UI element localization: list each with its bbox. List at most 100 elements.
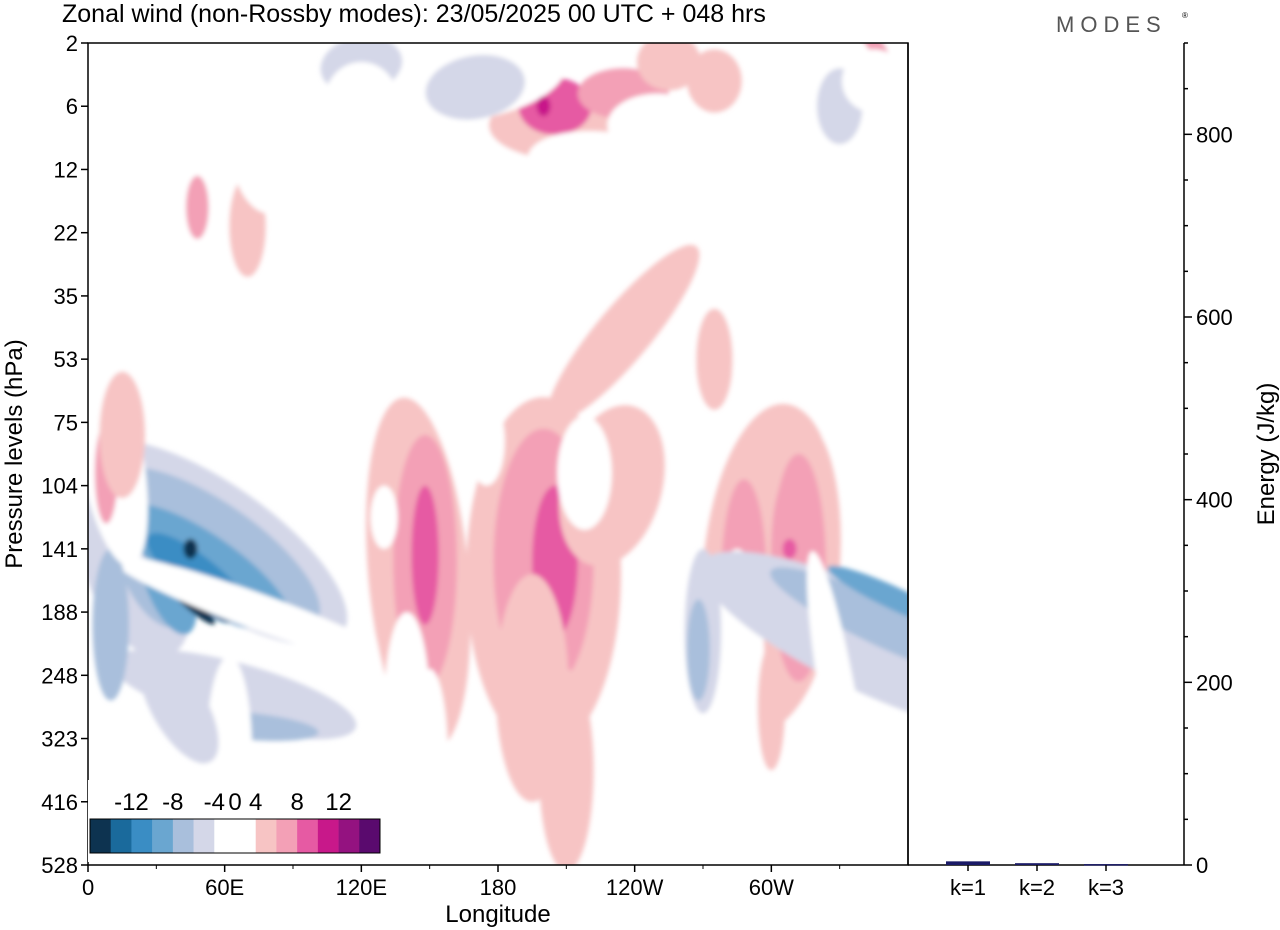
- negative-wind-contour: [110, 555, 408, 669]
- colorbar-cell: [317, 819, 339, 853]
- y-tick-label: 35: [54, 284, 78, 309]
- colorbar-cell: [172, 819, 194, 853]
- colorbar-label: 4: [249, 789, 262, 816]
- positive-wind-contour: [636, 43, 701, 91]
- contour-field: [88, 43, 908, 865]
- feature-core: [536, 538, 551, 559]
- positive-wind-contour: [547, 244, 700, 423]
- y-tick-label: 53: [54, 347, 78, 372]
- negative-wind-contour: [425, 54, 525, 120]
- negative-wind-contour: [229, 61, 312, 214]
- colorbar-cell: [338, 819, 360, 853]
- negative-wind-contour: [703, 137, 795, 240]
- positive-wind-contour: [334, 137, 389, 214]
- colorbar-cell: [110, 819, 132, 853]
- negative-wind-contour: [429, 207, 476, 309]
- positive-wind-contour: [527, 131, 674, 196]
- y-tick-label: 248: [41, 663, 78, 688]
- x-tick-label: 0: [82, 875, 94, 900]
- positive-wind-contour: [539, 669, 594, 865]
- colorbar-label: -4: [204, 789, 225, 816]
- feature-core: [782, 538, 797, 559]
- colorbar-label: 12: [325, 789, 352, 816]
- negative-wind-contour: [370, 485, 398, 549]
- colorbar-label: -12: [114, 789, 149, 816]
- y-tick-label: 2: [66, 31, 78, 56]
- y-tick-label: 104: [41, 474, 78, 499]
- feature-core: [418, 538, 433, 559]
- y-tick-label: 416: [41, 790, 78, 815]
- x-tick-label: 180: [480, 875, 517, 900]
- positive-wind-contour: [138, 220, 175, 296]
- energy-tick-label: 400: [1196, 488, 1233, 513]
- feature-core: [536, 96, 551, 117]
- energy-bar: [1015, 863, 1059, 865]
- colorbar-cell: [359, 819, 381, 853]
- colorbar-label: -8: [162, 789, 183, 816]
- y-tick-label: 22: [54, 221, 78, 246]
- positive-wind-contour: [696, 308, 733, 410]
- energy-tick-label: 0: [1196, 853, 1208, 878]
- colorbar-cell: [214, 819, 236, 853]
- positive-wind-contour: [687, 49, 742, 113]
- y-tick-label: 528: [41, 853, 78, 878]
- energy-bar: [946, 861, 990, 865]
- colorbar-cell: [276, 819, 298, 853]
- colorbar-cell: [193, 819, 215, 853]
- colorbar-label: 0: [228, 789, 241, 816]
- colorbar-label: 8: [290, 789, 303, 816]
- x-tick-label: 120E: [336, 875, 387, 900]
- heatmap-panel: 2 6 12 22 35 53 75 104 141 188 248 323 416 528 0 60E 12…: [1, 31, 909, 928]
- positive-wind-contour: [757, 643, 785, 771]
- x-tick-label: 60E: [205, 875, 244, 900]
- y-tick-label: 141: [41, 537, 78, 562]
- negative-wind-contour: [816, 365, 863, 454]
- positive-wind-contour: [208, 371, 241, 461]
- energy-axis-label: Energy (J/kg): [1253, 383, 1280, 526]
- longitude-axis: 0 60E 120E 180 120W 60W: [82, 865, 841, 900]
- energy-panel: 0 200 400 600 800 k=1 k=2 k=3 Energy (J/kg): [907, 42, 1280, 900]
- energy-category-label: k=2: [1019, 875, 1055, 900]
- colorbar-cell: [152, 819, 174, 853]
- y-tick-label: 323: [41, 727, 78, 752]
- colorbar-frame: [89, 818, 381, 854]
- negative-wind-contour: [806, 551, 873, 863]
- colorbar-cell: [131, 819, 153, 853]
- negative-wind-contour: [411, 314, 448, 404]
- y-tick-label: 75: [54, 410, 78, 435]
- positive-wind-contour: [324, 61, 398, 138]
- energy-category-label: k=1: [950, 875, 986, 900]
- negative-wind-contour: [687, 599, 710, 701]
- energy-category-label: k=3: [1088, 875, 1124, 900]
- negative-wind-contour: [139, 650, 219, 764]
- colorbar-cell: [255, 819, 277, 853]
- x-tick-label: 60W: [749, 875, 794, 900]
- y-axis-label: Pressure levels (hPa): [1, 339, 28, 568]
- positive-wind-contour: [99, 371, 145, 499]
- y-tick-label: 12: [54, 157, 78, 182]
- y-tick-label: 188: [41, 600, 78, 625]
- brand-logo: MODES: [1056, 12, 1167, 37]
- pressure-axis: 2 6 12 22 35 53 75 104 141 188 248 323 416 528: [41, 31, 88, 878]
- negative-wind-contour: [115, 80, 198, 208]
- feature-core: [183, 538, 198, 559]
- positive-wind-contour: [411, 668, 448, 847]
- energy-tick-label: 800: [1196, 122, 1233, 147]
- x-axis-label: Longitude: [445, 901, 550, 928]
- energy-tick-label: 200: [1196, 670, 1233, 695]
- positive-wind-contour: [616, 770, 653, 865]
- energy-tick-label: 600: [1196, 305, 1233, 330]
- energy-bar: [1084, 864, 1128, 866]
- chart-title: Zonal wind (non-Rossby modes): 23/05/202…: [62, 0, 766, 28]
- positive-wind-contour: [557, 416, 612, 530]
- x-tick-label: 120W: [606, 875, 664, 900]
- brand-registered-mark: ®: [1182, 11, 1188, 20]
- negative-wind-contour: [92, 548, 129, 701]
- colorbar-cell: [90, 819, 112, 853]
- positive-wind-contour: [324, 308, 353, 372]
- positive-wind-contour: [841, 49, 906, 113]
- colorbar-cell: [297, 819, 319, 853]
- y-tick-label: 6: [66, 94, 78, 119]
- negative-wind-contour: [827, 565, 908, 634]
